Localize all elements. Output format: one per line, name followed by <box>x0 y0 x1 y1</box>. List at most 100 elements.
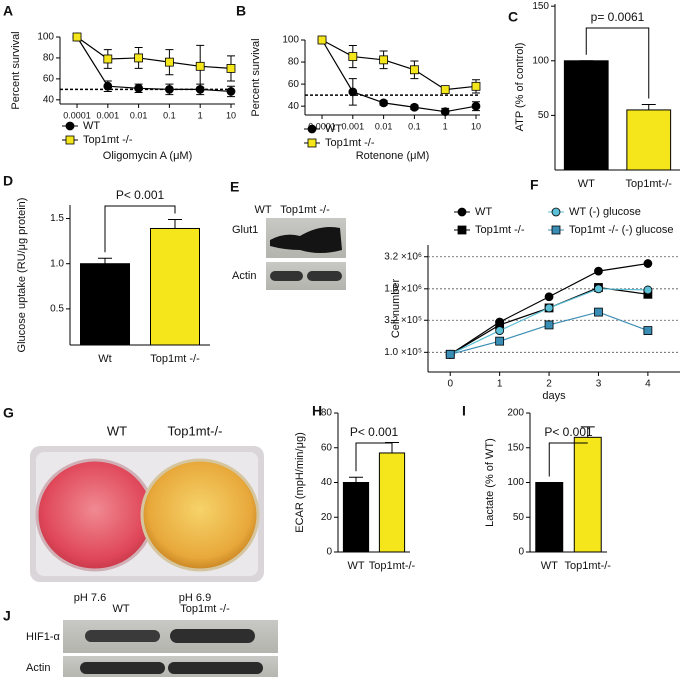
caption: pH 7.6 <box>74 592 106 604</box>
marker <box>544 303 554 313</box>
significance-bracket <box>355 442 392 472</box>
y-tick-label: 80 <box>288 57 300 68</box>
error-bar <box>641 103 656 110</box>
series-line <box>76 36 232 93</box>
marker <box>440 107 450 117</box>
legend-label: Top1mt -/- <box>83 134 133 146</box>
significance-bracket <box>585 27 650 99</box>
y-tick-label: 200 <box>507 408 524 419</box>
y-tick-label: 20 <box>321 512 333 523</box>
panel-letter: B <box>236 3 246 19</box>
marker <box>226 64 236 73</box>
bar <box>150 227 200 346</box>
x-tick-label: 0.01 <box>375 121 393 131</box>
marker <box>134 53 144 63</box>
x-tick-label: 1 <box>497 379 503 390</box>
y-tick-label: 80 <box>321 408 333 419</box>
legend-marker <box>65 121 75 131</box>
marker <box>379 98 389 108</box>
blot-band <box>85 630 160 642</box>
column-label: WT <box>112 603 129 615</box>
annotation: p= 0.0061 <box>591 10 645 24</box>
marker <box>643 259 653 268</box>
panel-letter: A <box>3 3 13 19</box>
x-tick-label: 0.0001 <box>63 110 91 120</box>
x-tick-label: 3 <box>596 379 602 390</box>
marker <box>594 307 603 317</box>
legend-marker <box>551 225 561 235</box>
marker <box>410 65 419 75</box>
blot-band <box>270 227 342 253</box>
panel-letter: I <box>462 403 466 419</box>
y-tick-label: 50 <box>538 110 550 121</box>
x-tick-label: WT <box>578 178 595 190</box>
y-tick-label: 50 <box>513 512 525 523</box>
well <box>35 458 155 572</box>
marker <box>594 284 603 294</box>
legend-label: WT (-) glucose <box>569 206 641 218</box>
annotation: P< 0.001 <box>350 425 399 439</box>
x-axis-label: Rotenone (μM) <box>356 150 430 162</box>
error-bar <box>349 476 363 483</box>
blot-band <box>307 271 342 281</box>
annotation: P< 0.001 <box>116 188 165 202</box>
x-tick-label: 1 <box>443 121 448 131</box>
bar <box>80 263 130 346</box>
x-tick-label: 10 <box>226 110 236 120</box>
panel-e: E WT Top1mt -/- Glut1 Actin <box>230 179 346 290</box>
y-tick-label: 60 <box>288 79 300 90</box>
marker <box>643 285 653 295</box>
x-tick-label: Top1mt -/- <box>150 353 200 365</box>
marker <box>103 54 113 64</box>
bar <box>378 452 406 553</box>
x-axis-label: days <box>542 390 566 402</box>
y-tick-label: 3.2 ×10⁵ <box>384 315 422 326</box>
x-tick-label: 0.1 <box>408 121 421 131</box>
x-tick-label: 0 <box>447 379 453 390</box>
y-tick-label: 1.0 ×10⁵ <box>384 347 422 358</box>
blot-band <box>270 271 303 281</box>
marker <box>103 81 113 91</box>
significance-bracket <box>548 442 588 477</box>
marker <box>594 266 603 276</box>
series-line <box>321 39 477 113</box>
x-tick-label: 0.1 <box>163 110 176 120</box>
x-tick-label: WT <box>541 560 558 572</box>
y-axis-label: Percent survival <box>250 38 262 116</box>
y-axis-label: Lactate (% of WT) <box>484 438 496 527</box>
row-label: Actin <box>232 270 256 282</box>
x-tick-label: 0.001 <box>342 121 365 131</box>
legend-marker <box>307 138 317 148</box>
marker <box>165 57 174 67</box>
x-tick-label: Wt <box>98 353 111 365</box>
y-tick-label: 150 <box>532 1 549 12</box>
annotation: P< 0.001 <box>544 425 593 439</box>
marker <box>195 61 205 71</box>
x-tick-label: WT <box>347 560 364 572</box>
blot-band <box>80 662 165 674</box>
column-label: Top1mt -/- <box>280 204 330 216</box>
error-bar <box>168 218 182 229</box>
series-line <box>321 39 477 91</box>
marker <box>495 336 505 346</box>
y-tick-label: 40 <box>288 101 300 112</box>
x-tick-label: 0.0001 <box>308 121 336 131</box>
marker <box>134 83 144 93</box>
row-label: Actin <box>26 662 50 674</box>
y-tick-label: 100 <box>282 35 299 46</box>
x-tick-label: Top1mt-/- <box>565 560 612 572</box>
legend-label: WT <box>83 120 100 132</box>
error-bar <box>98 257 112 264</box>
marker <box>445 349 455 359</box>
panel-letter: G <box>3 405 14 421</box>
bar <box>535 482 564 553</box>
x-tick-label: 4 <box>645 379 651 390</box>
series-line <box>76 36 232 70</box>
legend-marker <box>307 124 317 134</box>
y-tick-label: 60 <box>43 74 55 85</box>
legend-marker <box>457 207 467 217</box>
panel-letter: J <box>3 608 11 624</box>
y-tick-label: 100 <box>507 477 524 488</box>
bar <box>563 60 609 171</box>
